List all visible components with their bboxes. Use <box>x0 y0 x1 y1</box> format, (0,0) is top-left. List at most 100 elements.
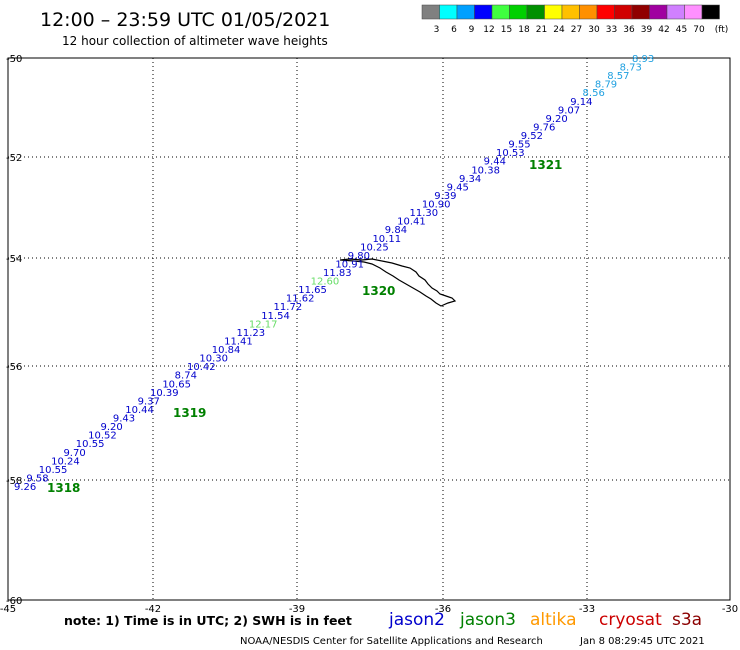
wave-height-label: 9.43 <box>113 414 135 425</box>
wave-height-label: 10.65 <box>162 379 191 390</box>
wave-height-label: 10.39 <box>150 388 179 399</box>
wave-height-label: 11.72 <box>274 302 303 313</box>
colorbar-tick: 6 <box>451 25 457 35</box>
colorbar-swatch <box>701 4 720 20</box>
wave-height-label: 10.42 <box>187 362 216 373</box>
colorbar-tick: 27 <box>571 25 582 35</box>
pass-label-1318: 1318 <box>47 481 80 495</box>
wave-height-label: 11.23 <box>236 328 265 339</box>
wave-height-label: 10.91 <box>335 259 364 270</box>
wave-height-label: 9.20 <box>101 422 123 433</box>
wave-height-label: 10.44 <box>125 405 154 416</box>
wave-height-label: 10.55 <box>39 465 68 476</box>
wave-height-label: 11.83 <box>323 268 352 279</box>
wave-height-label: 11.62 <box>286 294 315 305</box>
wave-height-label: 10.55 <box>76 439 105 450</box>
colorbar-swatch <box>666 4 685 20</box>
latitude-label: -52 <box>6 153 22 164</box>
wave-height-label: 8.57 <box>607 71 629 82</box>
wave-height-label: 9.70 <box>63 448 85 459</box>
lat-lon-grid: -50 -52 -54 -56 -58 -60-45 -42 -39 -36 -33 -30 <box>0 54 738 615</box>
wave-height-label: 10.25 <box>360 242 389 253</box>
colorbar-tick: 21 <box>536 25 547 35</box>
wave-height-label: 9.84 <box>385 225 407 236</box>
pass-numbers: 1318 1319 1320 1321 <box>47 158 562 495</box>
latitude-label: -58 <box>6 476 22 487</box>
colorbar-swatch <box>439 4 458 20</box>
satellite-jason3: jason3 <box>459 610 516 630</box>
longitude-label: -42 <box>145 604 161 615</box>
wave-height-label: 12.17 <box>249 319 278 330</box>
wave-height-track: 9.269.5810.5510.249.7010.5510.529.209.43… <box>14 54 654 493</box>
wave-height-label: 10.53 <box>496 148 525 159</box>
colorbar-tick: 39 <box>641 25 653 35</box>
wave-height-label: 10.30 <box>199 354 228 365</box>
wave-height-label: 9.37 <box>138 396 160 407</box>
south-georgia-island <box>339 258 457 307</box>
map-subtitle: 12 hour collection of altimeter wave hei… <box>62 34 328 48</box>
colorbar-swatch <box>561 4 580 20</box>
wave-height-label: 10.38 <box>471 165 500 176</box>
wave-height-label: 9.52 <box>521 131 543 142</box>
colorbar-tick: (ft) <box>715 25 729 35</box>
colorbar-tick: 33 <box>606 25 617 35</box>
colorbar-swatch <box>509 4 528 20</box>
wave-height-label: 9.20 <box>545 114 567 125</box>
latitude-label: -60 <box>6 596 22 607</box>
colorbar-tick: 45 <box>676 25 687 35</box>
wave-height-label: 10.84 <box>212 345 241 356</box>
footer-note: note: 1) Time is in UTC; 2) SWH is in fe… <box>64 613 352 628</box>
colorbar-tick: 18 <box>518 25 530 35</box>
colorbar-swatch <box>474 4 493 20</box>
latitude-label: -50 <box>6 54 22 65</box>
wave-height-label: 9.58 <box>26 473 48 484</box>
colorbar-swatch <box>526 4 545 20</box>
satellite-cryosat: cryosat <box>599 610 662 630</box>
wave-height-label: 11.65 <box>298 285 327 296</box>
wave-height-label: 9.34 <box>459 174 481 185</box>
wave-height-label: 8.79 <box>595 80 617 91</box>
satellite-s3a: s3a <box>672 610 702 630</box>
longitude-label: -36 <box>435 604 451 615</box>
colorbar-tick: 36 <box>623 25 635 35</box>
footer-credit: NOAA/NESDIS Center for Satellite Applica… <box>240 636 543 647</box>
wave-height-label: 10.41 <box>397 217 426 228</box>
latitude-label: -56 <box>6 362 22 373</box>
wave-height-label: 8.93 <box>632 54 654 65</box>
colorbar-legend: 3 6 9 12 15 18 21 24 27 30 33 36 39 42 45 70 (ft) <box>421 4 729 35</box>
wave-height-label: 9.55 <box>508 140 530 151</box>
longitude-label: -45 <box>0 604 16 615</box>
wave-height-label: 8.73 <box>620 63 642 74</box>
colorbar-swatch <box>544 4 563 20</box>
colorbar-swatch <box>684 4 703 20</box>
satellite-altika: altika <box>530 610 577 630</box>
wave-height-label: 8.56 <box>583 88 605 99</box>
longitude-label: -39 <box>289 604 305 615</box>
colorbar-tick: 3 <box>434 25 440 35</box>
wave-height-label: 9.39 <box>434 191 456 202</box>
wave-height-label: 9.44 <box>484 157 506 168</box>
latitude-label: -54 <box>6 254 22 265</box>
colorbar-swatch <box>631 4 650 20</box>
wave-height-label: 11.54 <box>261 311 290 322</box>
colorbar-tick: 9 <box>469 25 475 35</box>
colorbar-tick: 12 <box>483 25 494 35</box>
colorbar-swatch <box>614 4 633 20</box>
wave-height-label: 11.30 <box>410 208 439 219</box>
colorbar-tick: 30 <box>588 25 600 35</box>
wave-height-label: 9.80 <box>348 251 370 262</box>
wave-height-label: 10.52 <box>88 431 117 442</box>
wave-height-label: 9.45 <box>447 182 469 193</box>
colorbar-swatch <box>579 4 598 20</box>
map-title: 12:00 – 23:59 UTC 01/05/2021 <box>40 9 330 31</box>
satellite-jason2: jason2 <box>388 610 445 630</box>
wave-height-label: 8.74 <box>175 371 197 382</box>
longitude-label: -33 <box>579 604 595 615</box>
wave-height-label: 10.24 <box>51 456 80 467</box>
satellite-legend: jason2 jason3 altika cryosat s3a <box>388 610 702 630</box>
wave-height-label: 12.60 <box>311 277 340 288</box>
wave-height-label: 9.76 <box>533 122 555 133</box>
pass-label-1321: 1321 <box>529 158 562 172</box>
colorbar-tick: 24 <box>553 25 565 35</box>
